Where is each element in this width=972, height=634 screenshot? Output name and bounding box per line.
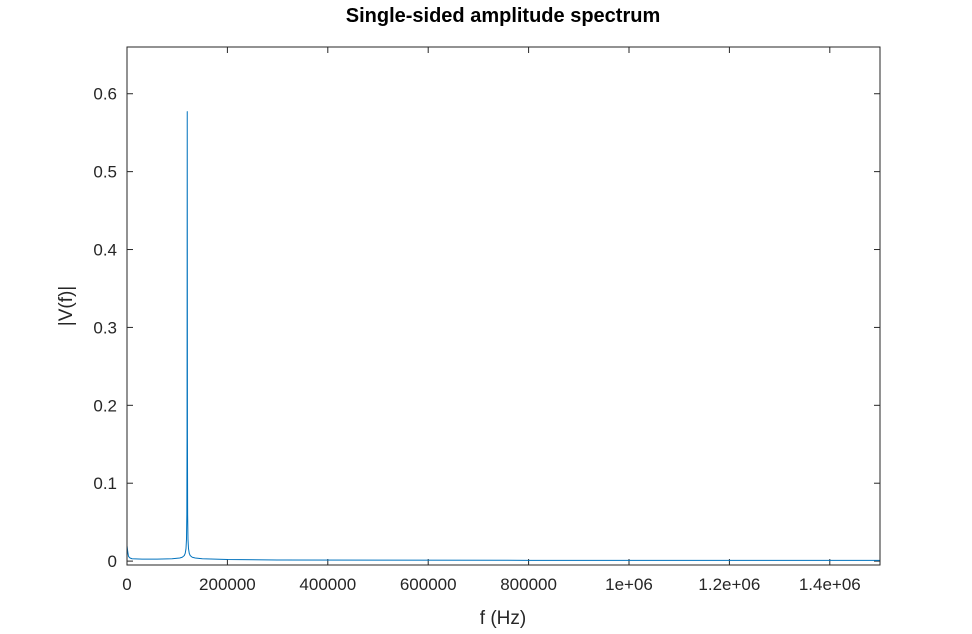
x-tick-label: 1.2e+06 <box>698 575 760 594</box>
chart-title: Single-sided amplitude spectrum <box>346 5 661 27</box>
x-tick-labels: 0 200000 400000 600000 800000 1e+06 1.2e+06 1.4… <box>122 575 861 594</box>
y-tick-label: 0.3 <box>93 318 117 337</box>
x-tick-label: 800000 <box>500 575 557 594</box>
tick-marks <box>126 47 880 565</box>
series-layer <box>126 111 880 561</box>
y-axis-label: |V(f)| <box>56 286 77 326</box>
y-tick-label: 0.4 <box>93 241 117 260</box>
x-tick-label: 600000 <box>400 575 457 594</box>
y-tick-label: 0.1 <box>93 474 117 493</box>
y-tick-label: 0 <box>108 552 117 571</box>
axes-box <box>126 46 881 566</box>
y-tick-label: 0.6 <box>93 85 117 104</box>
y-tick-label: 0.5 <box>93 163 117 182</box>
x-tick-label: 0 <box>122 575 131 594</box>
spectrum-line <box>126 111 880 561</box>
y-tick-labels: 0 0.1 0.2 0.3 0.4 0.5 0.6 <box>93 85 117 571</box>
plot-area <box>127 47 880 565</box>
x-tick-label: 1e+06 <box>605 575 653 594</box>
x-axis-label: f (Hz) <box>480 608 526 629</box>
y-tick-label: 0.2 <box>93 396 117 415</box>
x-tick-label: 1.4e+06 <box>799 575 861 594</box>
x-tick-label: 200000 <box>199 575 256 594</box>
x-tick-label: 400000 <box>299 575 356 594</box>
